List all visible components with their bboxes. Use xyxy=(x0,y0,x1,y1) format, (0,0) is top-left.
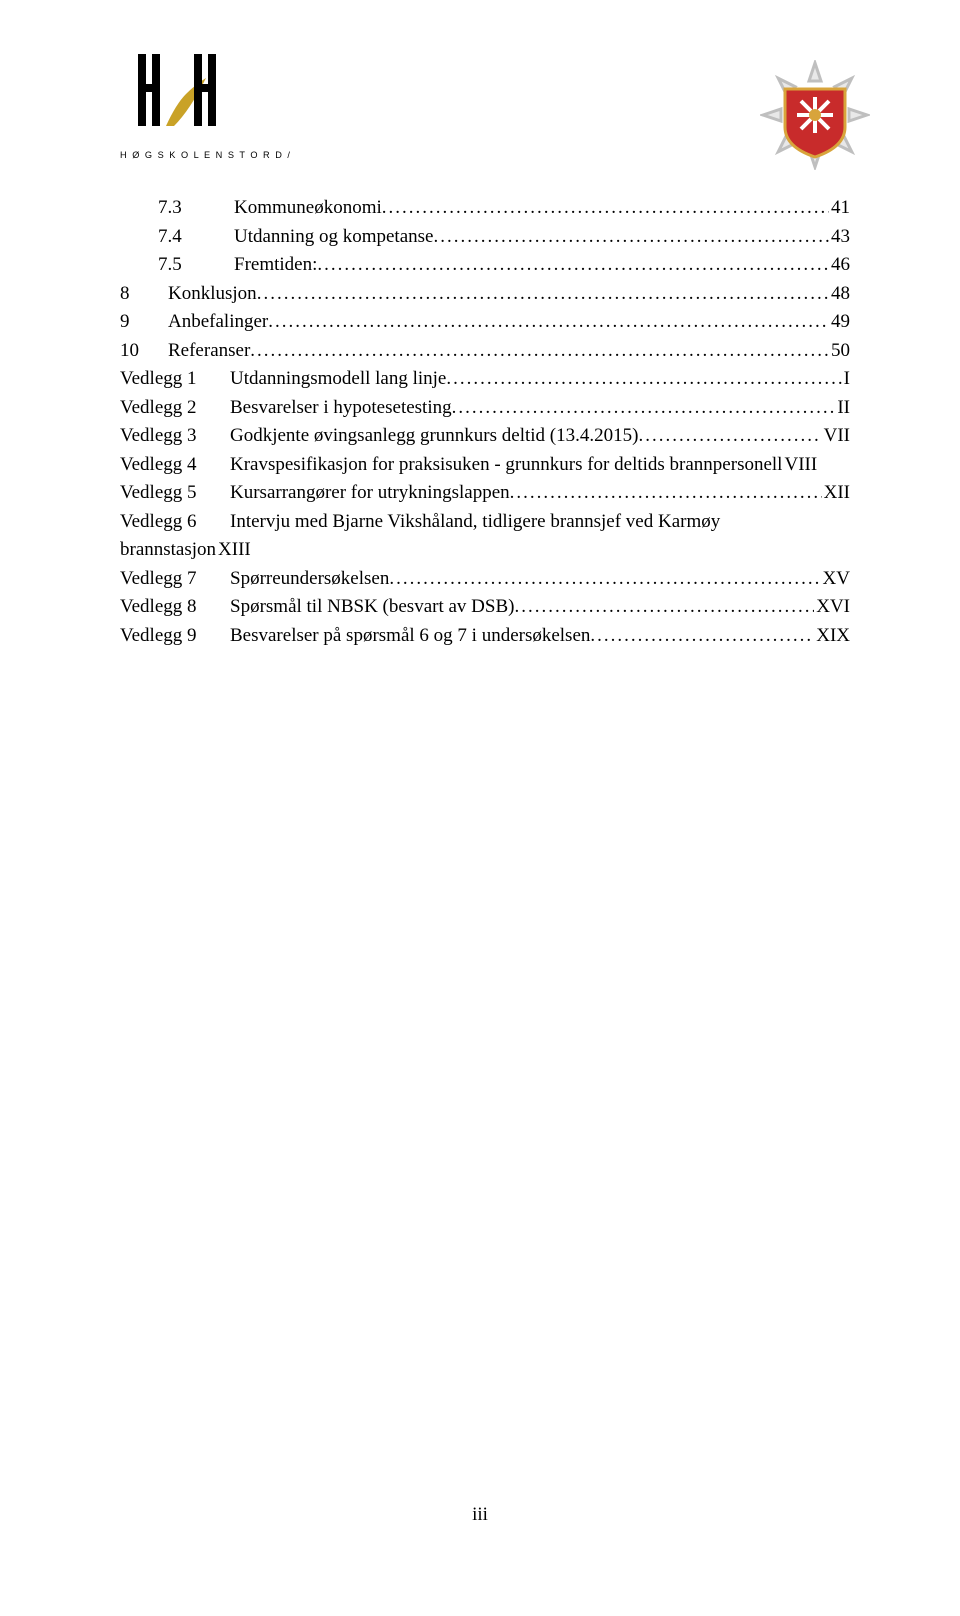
toc-label: Besvarelser på spørsmål 6 og 7 i undersø… xyxy=(230,625,590,646)
fire-emblem xyxy=(760,60,870,175)
page-number: iii xyxy=(0,1504,960,1526)
toc-label: Godkjente øvingsanlegg grunnkurs deltid … xyxy=(230,425,638,446)
toc-vedlegg: Vedlegg 8Spørsmål til NBSK (besvart av D… xyxy=(120,593,514,622)
toc-leader xyxy=(268,308,829,337)
toc-line: Vedlegg 2Besvarelser i hypotesetesting II xyxy=(120,394,850,423)
toc-leader xyxy=(638,422,821,451)
toc-line: Vedlegg 8Spørsmål til NBSK (besvart av D… xyxy=(120,593,850,622)
vedlegg-number: Vedlegg 2 xyxy=(120,394,230,423)
toc-line: Vedlegg 6Intervju med Bjarne Vikshåland,… xyxy=(120,508,850,537)
vedlegg-number: Vedlegg 8 xyxy=(120,593,230,622)
toc-line: 10 Referanser 50 xyxy=(120,337,850,366)
toc-label: brannstasjon xyxy=(120,536,216,565)
toc-page: XIII xyxy=(216,536,251,565)
toc-vedlegg: Vedlegg 9Besvarelser på spørsmål 6 og 7 … xyxy=(120,622,590,651)
toc-label: Konklusjon xyxy=(150,280,257,309)
toc-vedlegg: Vedlegg 1Utdanningsmodell lang linje xyxy=(120,365,446,394)
table-of-contents: 7.3 Kommuneøkonomi417.4 Utdanning og kom… xyxy=(120,194,850,650)
fire-emblem-icon xyxy=(760,60,870,170)
vedlegg-number: Vedlegg 1 xyxy=(120,365,230,394)
toc-vedlegg: Vedlegg 4Kravspesifikasjon for praksisuk… xyxy=(120,451,782,480)
toc-label: Utdanning og kompetanse xyxy=(216,223,433,252)
vedlegg-number: Vedlegg 9 xyxy=(120,622,230,651)
toc-page: I xyxy=(842,365,850,394)
toc-leader xyxy=(250,337,829,366)
hsh-caption: H Ø G S K O L E N S T O R D / H A U G E … xyxy=(120,150,290,160)
toc-label: Intervju med Bjarne Vikshåland, tidliger… xyxy=(230,511,720,532)
toc-page: XIX xyxy=(814,622,850,651)
toc-page: XVI xyxy=(814,593,850,622)
toc-leader xyxy=(257,280,829,309)
toc-vedlegg: Vedlegg 7Spørreundersøkelsen xyxy=(120,565,389,594)
hsh-logo: H Ø G S K O L E N S T O R D / H A U G E … xyxy=(120,50,290,175)
toc-number: 10 xyxy=(120,337,150,366)
toc-label: Spørsmål til NBSK (besvart av DSB) xyxy=(230,596,514,617)
toc-page: 49 xyxy=(829,308,850,337)
toc-label: Spørreundersøkelsen xyxy=(230,568,389,589)
toc-line: 8 Konklusjon 48 xyxy=(120,280,850,309)
toc-page: XII xyxy=(822,479,850,508)
toc-number: 7.5 xyxy=(120,251,216,280)
hsh-logo-icon: H Ø G S K O L E N S T O R D / H A U G E … xyxy=(120,50,290,170)
toc-line: Vedlegg 3Godkjente øvingsanlegg grunnkur… xyxy=(120,422,850,451)
toc-page: VIII xyxy=(782,451,817,480)
toc-page: 46 xyxy=(829,251,850,280)
toc-number: 9 xyxy=(120,308,150,337)
toc-label: Referanser xyxy=(150,337,250,366)
vedlegg-number: Vedlegg 5 xyxy=(120,479,230,508)
toc-number: 7.4 xyxy=(120,223,216,252)
toc-line: Vedlegg 4Kravspesifikasjon for praksisuk… xyxy=(120,451,850,480)
toc-label: Kursarrangører for utrykningslappen xyxy=(230,482,510,503)
toc-leader xyxy=(510,479,822,508)
toc-line: Vedlegg 5Kursarrangører for utrykningsla… xyxy=(120,479,850,508)
toc-line: Vedlegg 1Utdanningsmodell lang linje I xyxy=(120,365,850,394)
toc-leader xyxy=(452,394,836,423)
vedlegg-number: Vedlegg 6 xyxy=(120,508,230,537)
toc-label: Fremtiden: xyxy=(216,251,317,280)
toc-label: Utdanningsmodell lang linje xyxy=(230,368,446,389)
toc-label: Besvarelser i hypotesetesting xyxy=(230,397,452,418)
toc-vedlegg: Vedlegg 6Intervju med Bjarne Vikshåland,… xyxy=(120,508,720,537)
toc-leader xyxy=(446,365,841,394)
toc-label: Kravspesifikasjon for praksisuken - grun… xyxy=(230,454,782,475)
toc-leader xyxy=(389,565,820,594)
vedlegg-number: Vedlegg 3 xyxy=(120,422,230,451)
toc-page: 48 xyxy=(829,280,850,309)
toc-leader xyxy=(514,593,814,622)
vedlegg-number: Vedlegg 4 xyxy=(120,451,230,480)
toc-page: VII xyxy=(822,422,850,451)
toc-page: II xyxy=(835,394,850,423)
toc-line: 7.5 Fremtiden: 46 xyxy=(120,251,850,280)
toc-line: 9 Anbefalinger 49 xyxy=(120,308,850,337)
toc-line: Vedlegg 7Spørreundersøkelsen XV xyxy=(120,565,850,594)
toc-leader xyxy=(433,223,829,252)
toc-line: Vedlegg 9Besvarelser på spørsmål 6 og 7 … xyxy=(120,622,850,651)
toc-vedlegg: Vedlegg 2Besvarelser i hypotesetesting xyxy=(120,394,452,423)
toc-leader xyxy=(590,622,814,651)
toc-label: Anbefalinger xyxy=(150,308,268,337)
header-logos: H Ø G S K O L E N S T O R D / H A U G E … xyxy=(120,50,850,200)
toc-page: XV xyxy=(821,565,850,594)
toc-vedlegg: Vedlegg 5Kursarrangører for utrykningsla… xyxy=(120,479,510,508)
toc-leader xyxy=(317,251,829,280)
toc-number: 8 xyxy=(120,280,150,309)
toc-vedlegg: Vedlegg 3Godkjente øvingsanlegg grunnkur… xyxy=(120,422,638,451)
toc-page: 50 xyxy=(829,337,850,366)
vedlegg-number: Vedlegg 7 xyxy=(120,565,230,594)
toc-line: brannstasjon XIII xyxy=(120,536,850,565)
document-page: H Ø G S K O L E N S T O R D / H A U G E … xyxy=(0,0,960,1616)
toc-page: 43 xyxy=(829,223,850,252)
toc-line: 7.4 Utdanning og kompetanse 43 xyxy=(120,223,850,252)
